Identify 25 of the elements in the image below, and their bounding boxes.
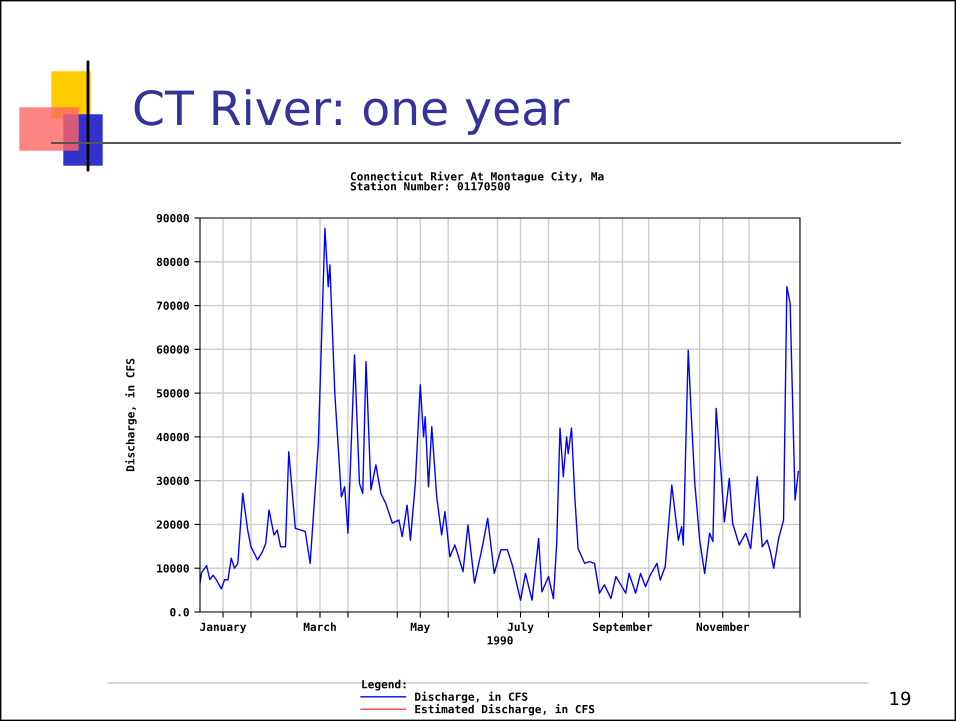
chart-subtitle: Connecticut River At Montague City, Ma Station Number: 01170500 bbox=[350, 171, 604, 190]
y-tick-label: 20000 bbox=[156, 520, 189, 529]
line-series bbox=[200, 228, 800, 601]
legend-label: Discharge, in CFS bbox=[415, 692, 528, 703]
y-tick-label: 60000 bbox=[156, 345, 189, 354]
y-tick-label: 30000 bbox=[156, 476, 189, 486]
y-tick-label: 10000 bbox=[157, 564, 189, 573]
x-tick-label: July bbox=[508, 622, 534, 634]
y-tick-label: 90000 bbox=[156, 214, 189, 222]
y-tick-label: 70000 bbox=[156, 302, 189, 310]
x-tick-label: September bbox=[593, 622, 652, 634]
legend-title: Legend: bbox=[362, 680, 406, 691]
text: 19 bbox=[890, 692, 910, 706]
x-tick-label: March bbox=[304, 622, 336, 632]
x-tick-label: January bbox=[200, 622, 246, 634]
y-tick-label: 50000 bbox=[156, 389, 189, 398]
x-tick-label: May bbox=[410, 622, 430, 634]
y-axis-title: Discharge, in CFS bbox=[125, 358, 137, 472]
legend-label: Estimated Discharge, in CFS bbox=[415, 704, 594, 716]
x-tick-label: November bbox=[696, 622, 750, 632]
y-tick-label: 40000 bbox=[156, 432, 189, 442]
x-axis-title: 1990 bbox=[488, 636, 513, 645]
y-tick-label: 0.0 bbox=[170, 608, 189, 616]
chart-title: CT River: one year bbox=[134, 89, 570, 135]
y-tick-label: 80000 bbox=[156, 258, 189, 266]
